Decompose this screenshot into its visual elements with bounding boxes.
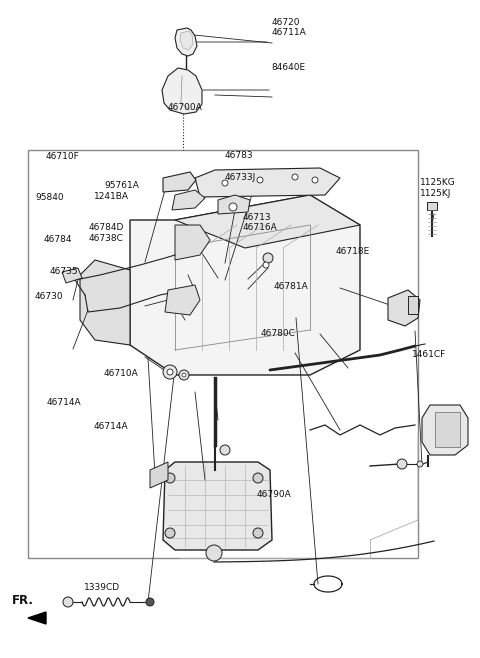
Circle shape [165,528,175,538]
Circle shape [263,262,269,268]
Polygon shape [150,462,168,488]
Text: 46735: 46735 [50,267,79,276]
Polygon shape [130,195,360,375]
Text: 46713: 46713 [242,213,271,222]
Text: 46716A: 46716A [242,223,277,232]
Circle shape [165,473,175,483]
Text: 46720
46711A: 46720 46711A [271,18,306,38]
Polygon shape [62,268,82,283]
Circle shape [292,174,298,180]
Polygon shape [163,172,196,192]
Polygon shape [175,28,197,56]
Polygon shape [180,31,193,50]
Polygon shape [218,195,250,214]
Circle shape [263,253,273,263]
Circle shape [253,473,263,483]
Circle shape [257,177,263,183]
Circle shape [206,545,222,561]
Text: 1241BA: 1241BA [94,191,129,201]
Circle shape [397,459,407,469]
Text: 95761A: 95761A [105,181,140,190]
Circle shape [253,528,263,538]
Text: 46784D: 46784D [89,223,124,232]
Text: 46710F: 46710F [46,152,79,161]
Polygon shape [172,190,205,210]
Text: 46784: 46784 [43,235,72,244]
Text: 46730: 46730 [35,292,64,301]
Polygon shape [175,195,360,248]
Polygon shape [388,290,420,326]
Circle shape [417,461,423,467]
Text: FR.: FR. [12,594,34,607]
Circle shape [182,373,186,377]
Polygon shape [28,612,46,624]
Circle shape [220,445,230,455]
Polygon shape [175,225,210,260]
Text: 46781A: 46781A [274,282,308,291]
Circle shape [222,180,228,186]
Polygon shape [195,168,340,197]
Polygon shape [80,260,130,345]
Text: 46733J: 46733J [225,173,256,182]
Polygon shape [422,405,468,455]
Circle shape [63,597,73,607]
Text: 46718E: 46718E [336,247,370,256]
Text: 95840: 95840 [35,193,64,202]
Circle shape [179,370,189,380]
Text: 46783: 46783 [225,151,253,161]
Text: 1339CD: 1339CD [84,583,120,592]
Text: 84640E: 84640E [271,63,305,72]
Text: 46710A: 46710A [103,369,138,378]
Polygon shape [162,68,202,114]
Bar [28,150,418,558]
Text: 46790A: 46790A [256,490,291,499]
Circle shape [312,177,318,183]
Bar [408,296,418,314]
Bar [435,412,460,447]
Text: 46714A: 46714A [47,398,82,407]
Polygon shape [165,285,200,315]
Circle shape [167,369,173,375]
Text: 46714A: 46714A [94,422,128,431]
Text: 46700A: 46700A [168,103,202,112]
Circle shape [163,365,177,379]
Text: 1461CF: 1461CF [412,350,446,359]
Circle shape [229,203,237,211]
Text: 1125KG
1125KJ: 1125KG 1125KJ [420,178,456,198]
Polygon shape [163,462,272,550]
Text: 46738C: 46738C [89,234,124,243]
Bar [427,202,437,210]
Text: 46780C: 46780C [261,329,296,338]
Circle shape [146,598,154,606]
